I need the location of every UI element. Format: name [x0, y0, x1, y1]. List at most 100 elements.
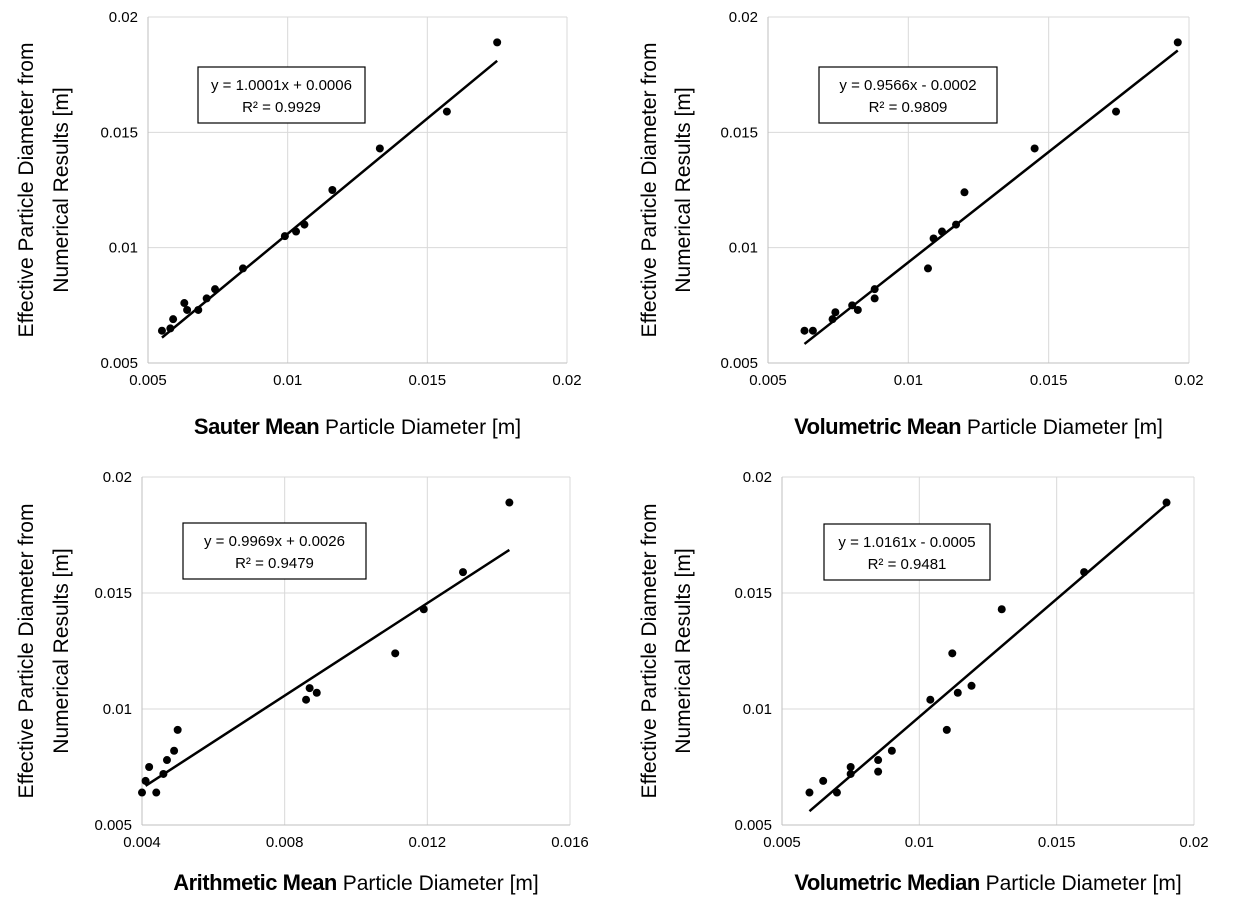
- y-tick-label: 0.005: [100, 355, 138, 372]
- data-point: [211, 285, 220, 294]
- trendline-equation: y = 1.0161x - 0.0005: [838, 534, 975, 551]
- trendline: [803, 49, 1179, 345]
- data-point: [846, 763, 855, 771]
- y-axis-title-line1: Effective Particle Diameter from: [15, 43, 38, 338]
- data-point: [159, 769, 168, 778]
- data-point: [169, 315, 178, 324]
- x-tick-label: 0.02: [552, 372, 581, 389]
- data-point: [942, 725, 951, 734]
- y-tick-label: 0.01: [109, 240, 138, 257]
- data-point: [157, 326, 166, 335]
- data-point: [375, 144, 384, 153]
- equation-box: [182, 522, 367, 580]
- data-point: [419, 605, 428, 614]
- data-point: [870, 285, 879, 294]
- data-point: [1162, 498, 1171, 507]
- x-tick-label: 0.016: [551, 834, 589, 851]
- data-point: [926, 695, 935, 704]
- data-point: [997, 605, 1006, 614]
- data-point: [292, 227, 301, 236]
- y-tick-label: 0.01: [743, 701, 772, 718]
- equation-box: [197, 66, 366, 124]
- data-point: [938, 227, 947, 236]
- x-tick-label: 0.01: [273, 372, 302, 389]
- x-axis-title-rest: Particle Diameter [m]: [961, 416, 1163, 439]
- data-point: [800, 326, 809, 335]
- y-tick-label: 0.015: [94, 585, 132, 602]
- data-point: [238, 264, 247, 273]
- x-tick-label: 0.015: [1030, 372, 1068, 389]
- r-squared-label: R² = 0.9479: [235, 555, 314, 572]
- x-axis-title-rest: Particle Diameter [m]: [319, 416, 521, 439]
- chart-panel-1: 0.005 0.01 0.015 0.02 0.005 0.01 0.015 0.02 y = …: [15, 9, 582, 439]
- trendline-equation: y = 1.0001x + 0.0006: [211, 77, 352, 94]
- data-point: [1173, 38, 1182, 47]
- x-tick-label: 0.02: [1179, 834, 1208, 851]
- y-tick-label: 0.005: [94, 817, 132, 834]
- data-point: [183, 305, 192, 314]
- data-point: [952, 220, 961, 229]
- data-point: [1080, 568, 1089, 577]
- data-point: [853, 305, 862, 314]
- data-point: [887, 746, 896, 755]
- data-point: [391, 649, 400, 658]
- y-axis-title-line2: Numerical Results [m]: [50, 87, 73, 292]
- data-point: [141, 776, 150, 785]
- x-tick-label: 0.012: [409, 834, 447, 851]
- x-tick-label: 0.005: [749, 372, 787, 389]
- y-tick-label: 0.02: [743, 469, 772, 486]
- data-point: [1112, 107, 1121, 116]
- data-point: [180, 299, 189, 308]
- data-point: [152, 788, 161, 797]
- data-point: [305, 684, 314, 693]
- data-point: [173, 725, 182, 734]
- y-tick-label: 0.015: [734, 585, 772, 602]
- trendline: [144, 548, 511, 787]
- x-tick-label: 0.015: [409, 372, 447, 389]
- trendline-equation: y = 0.9566x - 0.0002: [839, 77, 976, 94]
- data-point: [162, 756, 171, 765]
- x-tick-label: 0.004: [123, 834, 161, 851]
- x-tick-label: 0.008: [266, 834, 304, 851]
- x-tick-label: 0.01: [905, 834, 934, 851]
- y-axis-title-line2: Numerical Results [m]: [672, 548, 695, 753]
- y-tick-label: 0.015: [100, 124, 138, 141]
- x-axis-title-bold: Arithmetic Mean: [173, 870, 337, 895]
- r-squared-label: R² = 0.9929: [242, 99, 321, 116]
- x-axis-title-bold: Sauter Mean: [194, 414, 319, 439]
- x-tick-label: 0.02: [1174, 372, 1203, 389]
- data-point: [831, 308, 840, 317]
- data-point: [170, 746, 179, 755]
- data-point: [832, 788, 841, 797]
- data-point: [280, 232, 289, 241]
- y-tick-label: 0.015: [720, 124, 758, 141]
- y-tick-label: 0.02: [109, 9, 138, 26]
- x-axis-title-rest: Particle Diameter [m]: [980, 872, 1182, 895]
- equation-box: [818, 66, 998, 124]
- x-axis-title: Volumetric Median Particle Diameter [m]: [794, 870, 1181, 895]
- x-axis-title: Volumetric Mean Particle Diameter [m]: [794, 414, 1163, 439]
- data-point: [874, 756, 883, 765]
- equation-box: [823, 523, 991, 581]
- x-tick-label: 0.005: [763, 834, 801, 851]
- data-point: [808, 326, 817, 335]
- data-point: [960, 188, 969, 197]
- data-point: [848, 301, 857, 310]
- data-point: [846, 769, 855, 778]
- data-point: [493, 38, 502, 47]
- y-tick-label: 0.01: [103, 701, 132, 718]
- x-tick-label: 0.01: [894, 372, 923, 389]
- y-tick-label: 0.005: [734, 817, 772, 834]
- y-tick-label: 0.02: [103, 469, 132, 486]
- x-axis-title: Arithmetic Mean Particle Diameter [m]: [173, 870, 539, 895]
- data-point: [459, 568, 467, 577]
- data-point: [300, 220, 309, 229]
- y-axis-title-line2: Numerical Results [m]: [50, 548, 73, 753]
- y-axis-title-line2: Numerical Results [m]: [672, 87, 695, 292]
- data-point: [194, 305, 203, 314]
- x-axis-title-rest: Particle Diameter [m]: [337, 872, 539, 895]
- x-axis-title-bold: Volumetric Mean: [794, 414, 961, 439]
- data-point: [505, 498, 514, 507]
- x-axis-title: Sauter Mean Particle Diameter [m]: [194, 414, 521, 439]
